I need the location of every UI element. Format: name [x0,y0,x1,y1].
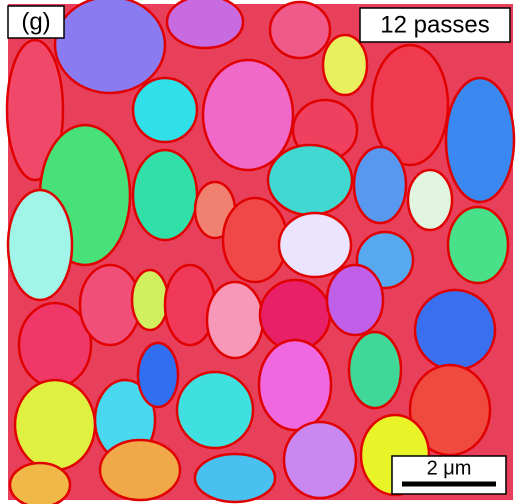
grain [349,332,401,408]
grain [203,60,293,170]
ebsd-map: (g) 12 passes 2 μm [0,0,519,504]
panel-label: (g) [21,8,50,35]
grain [138,343,178,407]
grain [223,198,287,282]
grain [10,463,70,504]
grain [354,147,406,223]
grain [327,265,383,335]
grain [167,0,243,48]
grain [268,145,352,215]
grain [55,0,165,93]
grain [448,207,508,283]
scale-bar-label: 2 μm [427,457,472,479]
grain [408,170,452,230]
grain [259,340,331,430]
grain [415,290,495,370]
grain [132,270,168,330]
grain [207,282,263,358]
grain [284,422,356,498]
grain [177,372,253,448]
grain [195,454,275,502]
grain [446,78,514,202]
condition-label: 12 passes [380,11,489,38]
grain [8,190,72,300]
grain [323,35,367,95]
grain [270,2,330,58]
grain [133,150,197,240]
page: (g) 12 passes 2 μm (() => { const data =… [0,0,519,504]
grain [15,380,95,470]
grain [133,78,197,142]
grain [100,440,180,500]
grain [279,213,351,277]
